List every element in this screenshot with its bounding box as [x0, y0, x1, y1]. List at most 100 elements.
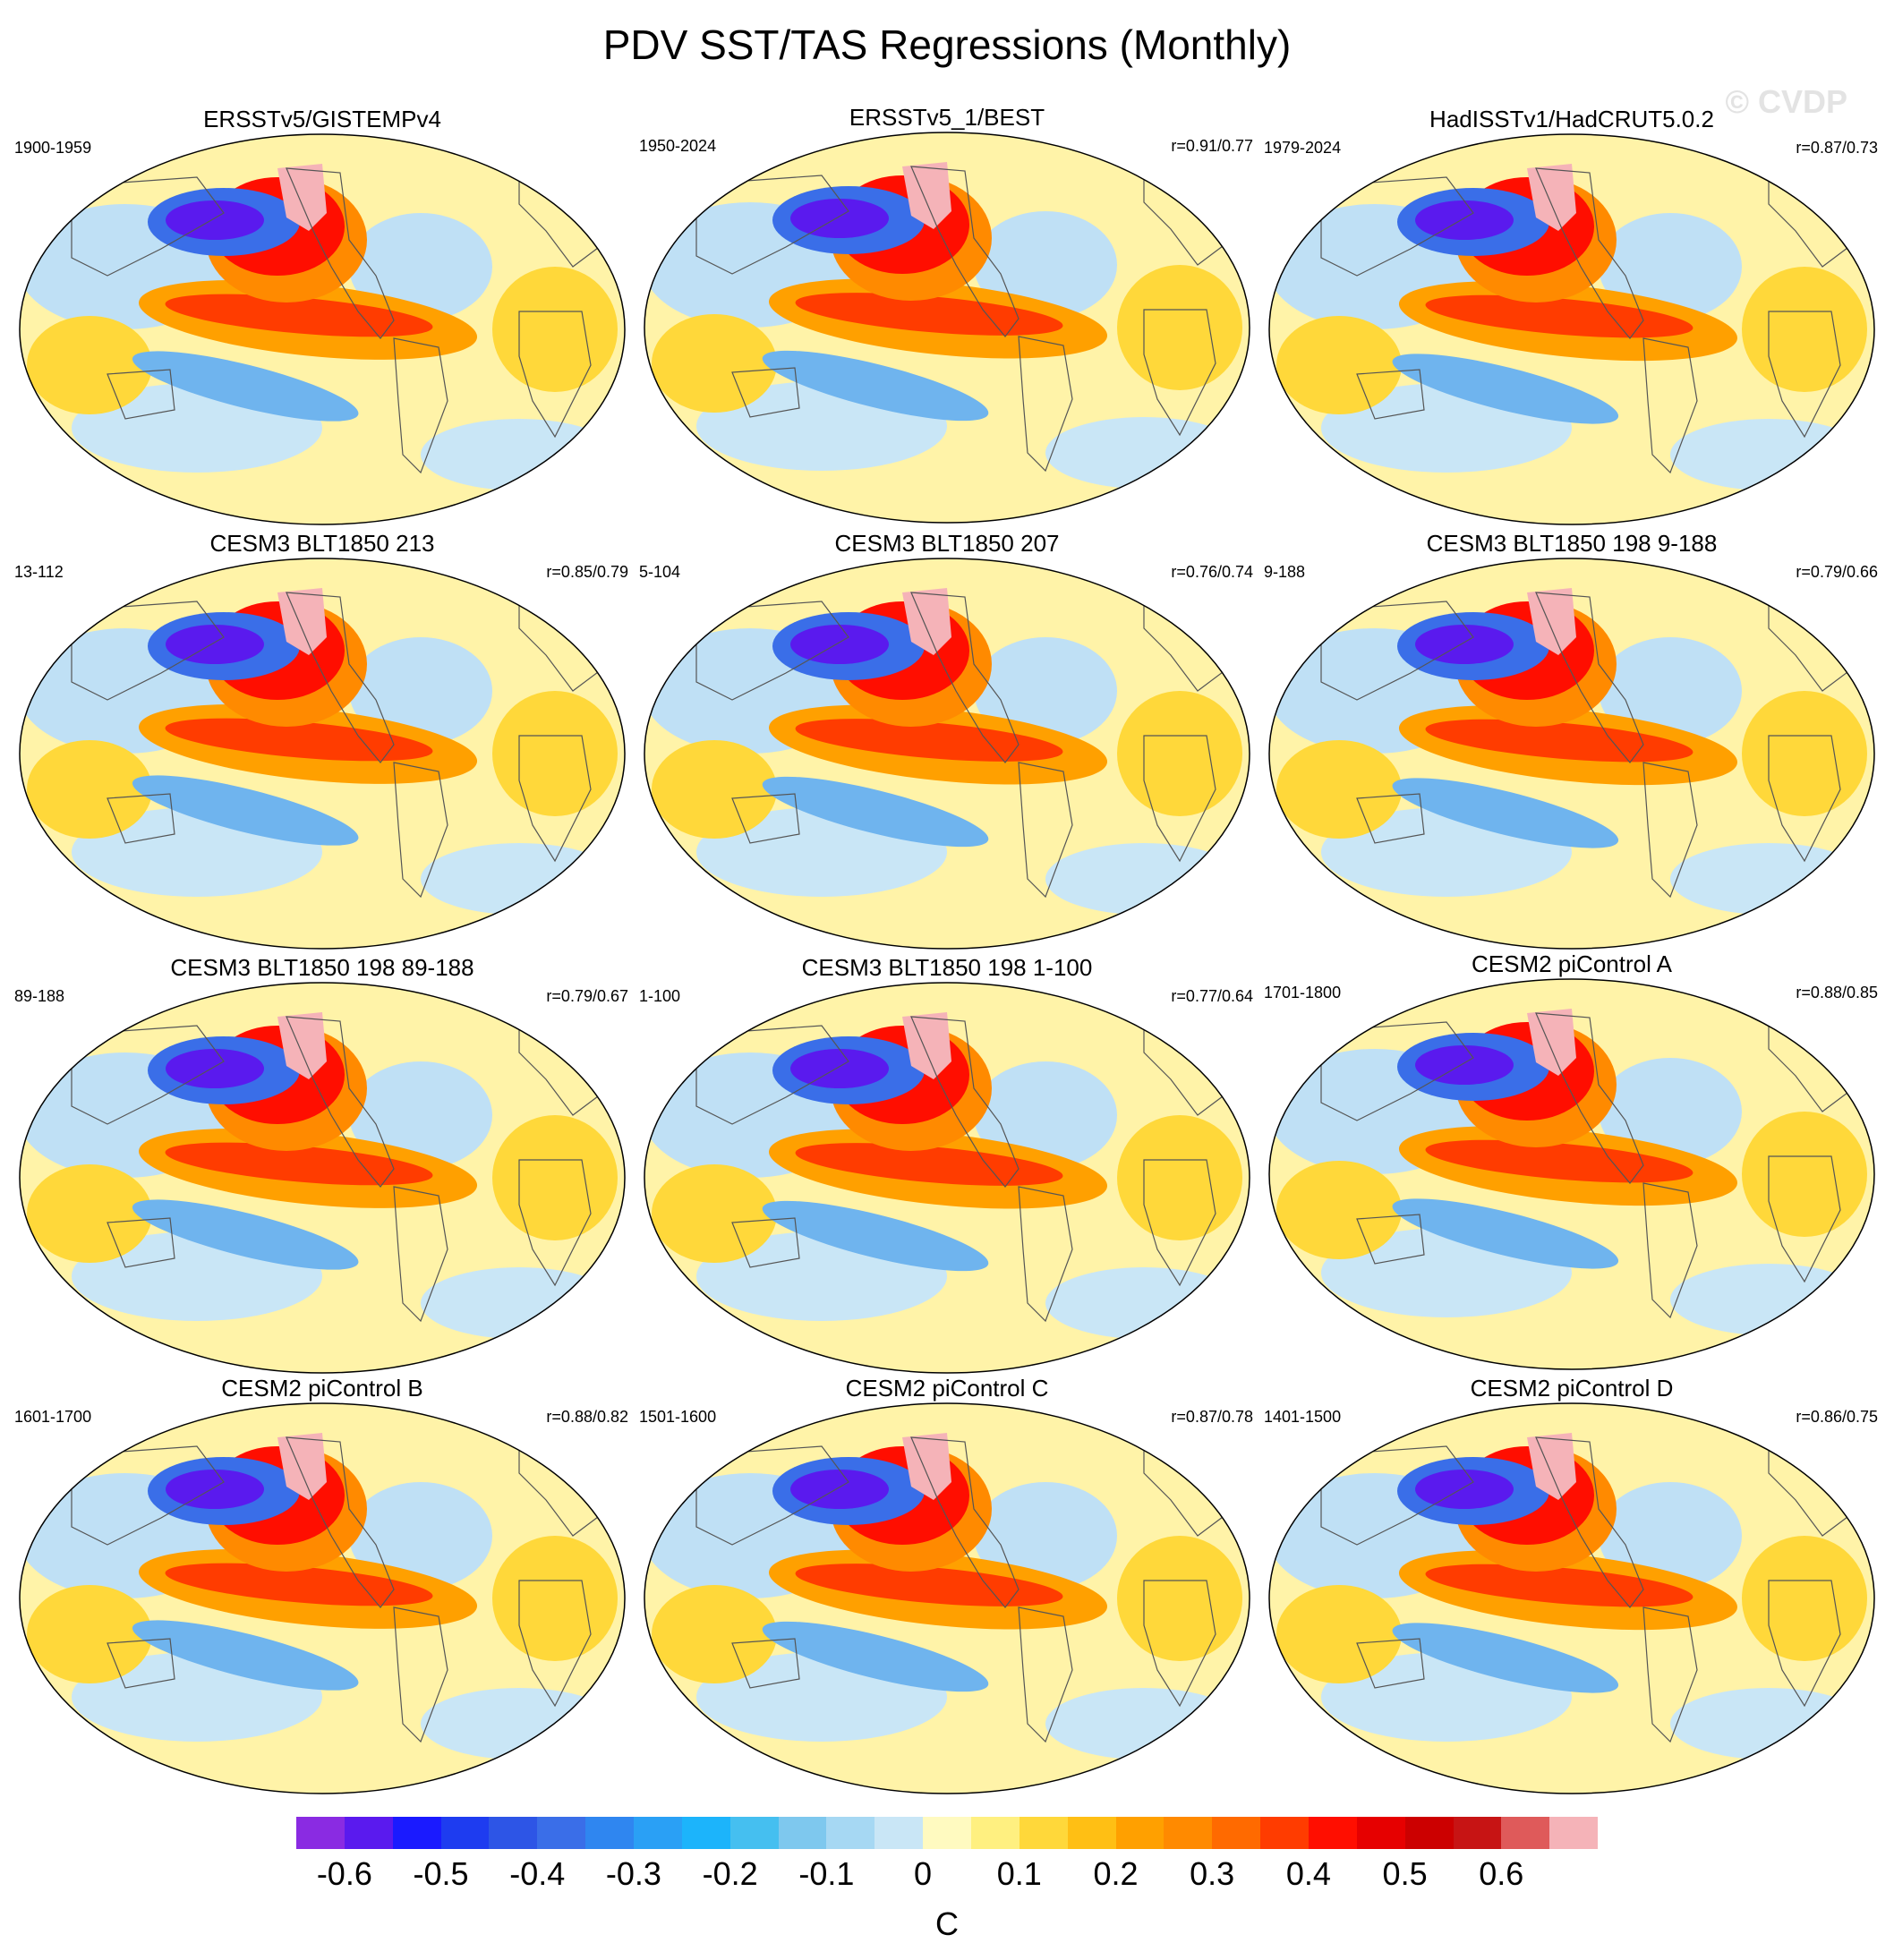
colorbar-swatch	[296, 1817, 345, 1849]
colorbar-tick-label: -0.6	[316, 1855, 372, 1892]
map-border	[1268, 558, 1875, 950]
cool-region	[1670, 1688, 1867, 1760]
coastline	[1143, 1159, 1216, 1287]
colorbar-swatch	[1404, 1817, 1454, 1849]
cool-region	[349, 637, 492, 745]
colorbar-tick-label: -0.2	[702, 1855, 758, 1892]
map-field	[644, 983, 1250, 1373]
warm-core	[165, 718, 433, 762]
coastline	[518, 1159, 592, 1287]
colorbar-tick-label: 0.4	[1285, 1855, 1331, 1892]
coastline	[1143, 1580, 1216, 1708]
cool-region	[1599, 1058, 1742, 1165]
map-field	[1269, 558, 1874, 949]
panel-title: CESM3 BLT1850 198 1-100	[801, 954, 1093, 981]
colorbar-swatch	[1115, 1817, 1165, 1849]
warm-region	[1117, 691, 1242, 816]
regression-map	[644, 982, 1250, 1374]
coastline	[1642, 1606, 1698, 1743]
watermark: © CVDP	[1725, 83, 1847, 120]
cold-pool-core	[790, 1049, 889, 1088]
coastline	[107, 1217, 175, 1268]
warm-region	[652, 1164, 777, 1263]
panel-period: 1401-1500	[1264, 1408, 1342, 1426]
coastline	[695, 1445, 849, 1546]
map-border	[19, 558, 626, 950]
coastline	[1642, 337, 1698, 474]
panel-title: ERSSTv5/GISTEMPv4	[203, 106, 441, 132]
warm-region	[1742, 691, 1867, 816]
map-field	[1269, 134, 1874, 524]
coastline	[731, 367, 800, 418]
coastline	[1018, 336, 1073, 473]
colorbar-boxes	[296, 1817, 1599, 1849]
coastline	[910, 592, 1020, 763]
cool-tongue	[1392, 1623, 1619, 1693]
coastline	[1642, 762, 1698, 899]
warm-region	[492, 1115, 618, 1240]
colorbar-swatch	[1164, 1817, 1213, 1849]
cold-pool-core	[1415, 1470, 1514, 1509]
warm-region	[27, 1585, 152, 1683]
panel-period: 13-112	[14, 563, 64, 581]
colorbar-swatch	[1549, 1817, 1599, 1849]
warm-region	[27, 1164, 152, 1263]
cool-region	[974, 1482, 1117, 1589]
colorbar: -0.6 -0.5 -0.4 -0.3 -0.2 -0.1 0 0.1 0.2 0.3 0.4 0.5…	[0, 1808, 1894, 1960]
cool-region	[349, 1482, 492, 1589]
panel-correlation: r=0.79/0.67	[546, 987, 628, 1005]
map-field	[20, 134, 625, 524]
land-max	[277, 1433, 327, 1500]
warm-core	[1425, 1564, 1694, 1607]
colorbar-swatch	[440, 1817, 490, 1849]
map-field	[20, 1403, 625, 1794]
regression-map	[644, 558, 1250, 950]
warm-region	[652, 1585, 777, 1683]
colorbar-swatch	[923, 1817, 972, 1849]
warm-core	[165, 1142, 433, 1186]
cold-pool-core	[1415, 625, 1514, 664]
coastline	[1535, 1012, 1644, 1184]
map-border	[644, 982, 1250, 1374]
coastline	[1320, 601, 1474, 701]
coastline	[1018, 1186, 1073, 1323]
map-field	[20, 983, 625, 1373]
panel-correlation: r=0.88/0.82	[546, 1408, 628, 1426]
colorbar-swatch	[729, 1817, 779, 1849]
coastline	[1768, 1580, 1841, 1708]
cool-region	[349, 213, 492, 320]
panel-title: CESM2 piControl D	[1470, 1375, 1674, 1402]
cool-tongue	[132, 351, 359, 422]
cool-region	[974, 211, 1117, 319]
figure-title: PDV SST/TAS Regressions (Monthly)	[602, 21, 1292, 68]
coastline	[910, 166, 1020, 337]
cool-tongue	[762, 1200, 989, 1272]
colorbar-swatch	[537, 1817, 586, 1849]
land-max	[1527, 1009, 1576, 1076]
cool-region	[421, 1267, 618, 1339]
coastline	[1642, 1182, 1698, 1319]
land-max	[1527, 164, 1576, 231]
warm-region	[492, 691, 618, 816]
regression-map	[1268, 978, 1875, 1370]
warm-region	[27, 740, 152, 839]
map-panel: CESM2 piControl D 1401-1500 r=0.86/0.75	[1258, 1375, 1885, 1800]
cool-region	[1670, 419, 1867, 490]
regression-map	[644, 1402, 1250, 1794]
panel-title: HadISSTv1/HadCRUT5.0.2	[1429, 106, 1714, 132]
panel-correlation: r=0.86/0.75	[1796, 1408, 1878, 1426]
warm-region	[27, 316, 152, 414]
colorbar-swatch	[1356, 1817, 1405, 1849]
regression-map	[1268, 558, 1875, 950]
land-max	[902, 1433, 951, 1500]
colorbar-swatch	[971, 1817, 1020, 1849]
panel-correlation: r=0.87/0.78	[1171, 1408, 1253, 1426]
warm-region	[1117, 1115, 1242, 1240]
cold-pool-core	[166, 1470, 264, 1509]
land-max	[277, 588, 327, 655]
cold-pool-core	[166, 625, 264, 664]
map-border	[19, 1402, 626, 1794]
coastline	[393, 762, 448, 899]
coastline	[1143, 735, 1216, 863]
map-border	[644, 132, 1250, 524]
